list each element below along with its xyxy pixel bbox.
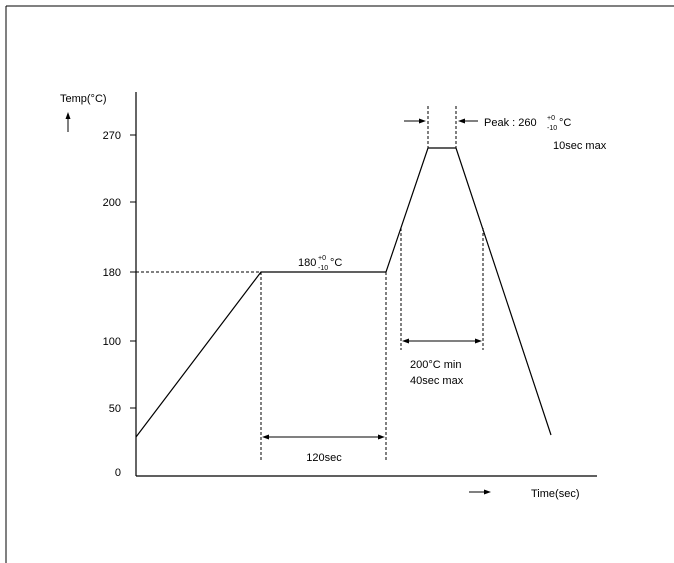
peak-sup: +0 (547, 115, 555, 122)
reflow-label-line1: 200°C min (410, 359, 461, 371)
peak-arrow-right-head (458, 118, 465, 124)
soak-temp-sup: +0 (318, 255, 326, 262)
soak-temp-label: 180 (298, 257, 316, 269)
y-axis-arrow-head (65, 112, 71, 119)
y-tick-label-50: 50 (109, 403, 121, 415)
x-axis-arrow-head (484, 489, 491, 495)
y-tick-label-0: 0 (115, 467, 121, 479)
reflow-arrowhead-left (402, 338, 409, 344)
reflow-arrowhead-right (475, 338, 482, 344)
y-tick-label-100: 100 (103, 336, 121, 348)
soak-arrowhead-right (378, 434, 385, 440)
soak-time-label: 120sec (306, 452, 342, 464)
y-ticks (130, 134, 136, 409)
soak-arrowhead-left (262, 434, 269, 440)
peak-label-prefix: Peak : 260 (484, 117, 537, 129)
y-tick-label-180: 180 (103, 267, 121, 279)
y-axis-label: Temp(°C) (60, 93, 107, 105)
peak-unit: °C (559, 117, 571, 129)
peak-sub: -10 (547, 125, 557, 132)
y-tick-label-200: 200 (103, 197, 121, 209)
peak-time-label: 10sec max (553, 140, 607, 152)
soak-temp-unit: °C (330, 257, 342, 269)
reference-lines (136, 106, 484, 461)
y-tick-label-270: 270 (103, 130, 121, 142)
soak-temp-sub: -10 (318, 265, 328, 272)
soak-temp-main: 180 (298, 257, 316, 269)
temperature-profile-line (135, 147, 552, 438)
x-axis-label: Time(sec) (531, 488, 579, 500)
peak-arrow-left-head (419, 118, 426, 124)
reflow-label-line2: 40sec max (410, 375, 464, 387)
